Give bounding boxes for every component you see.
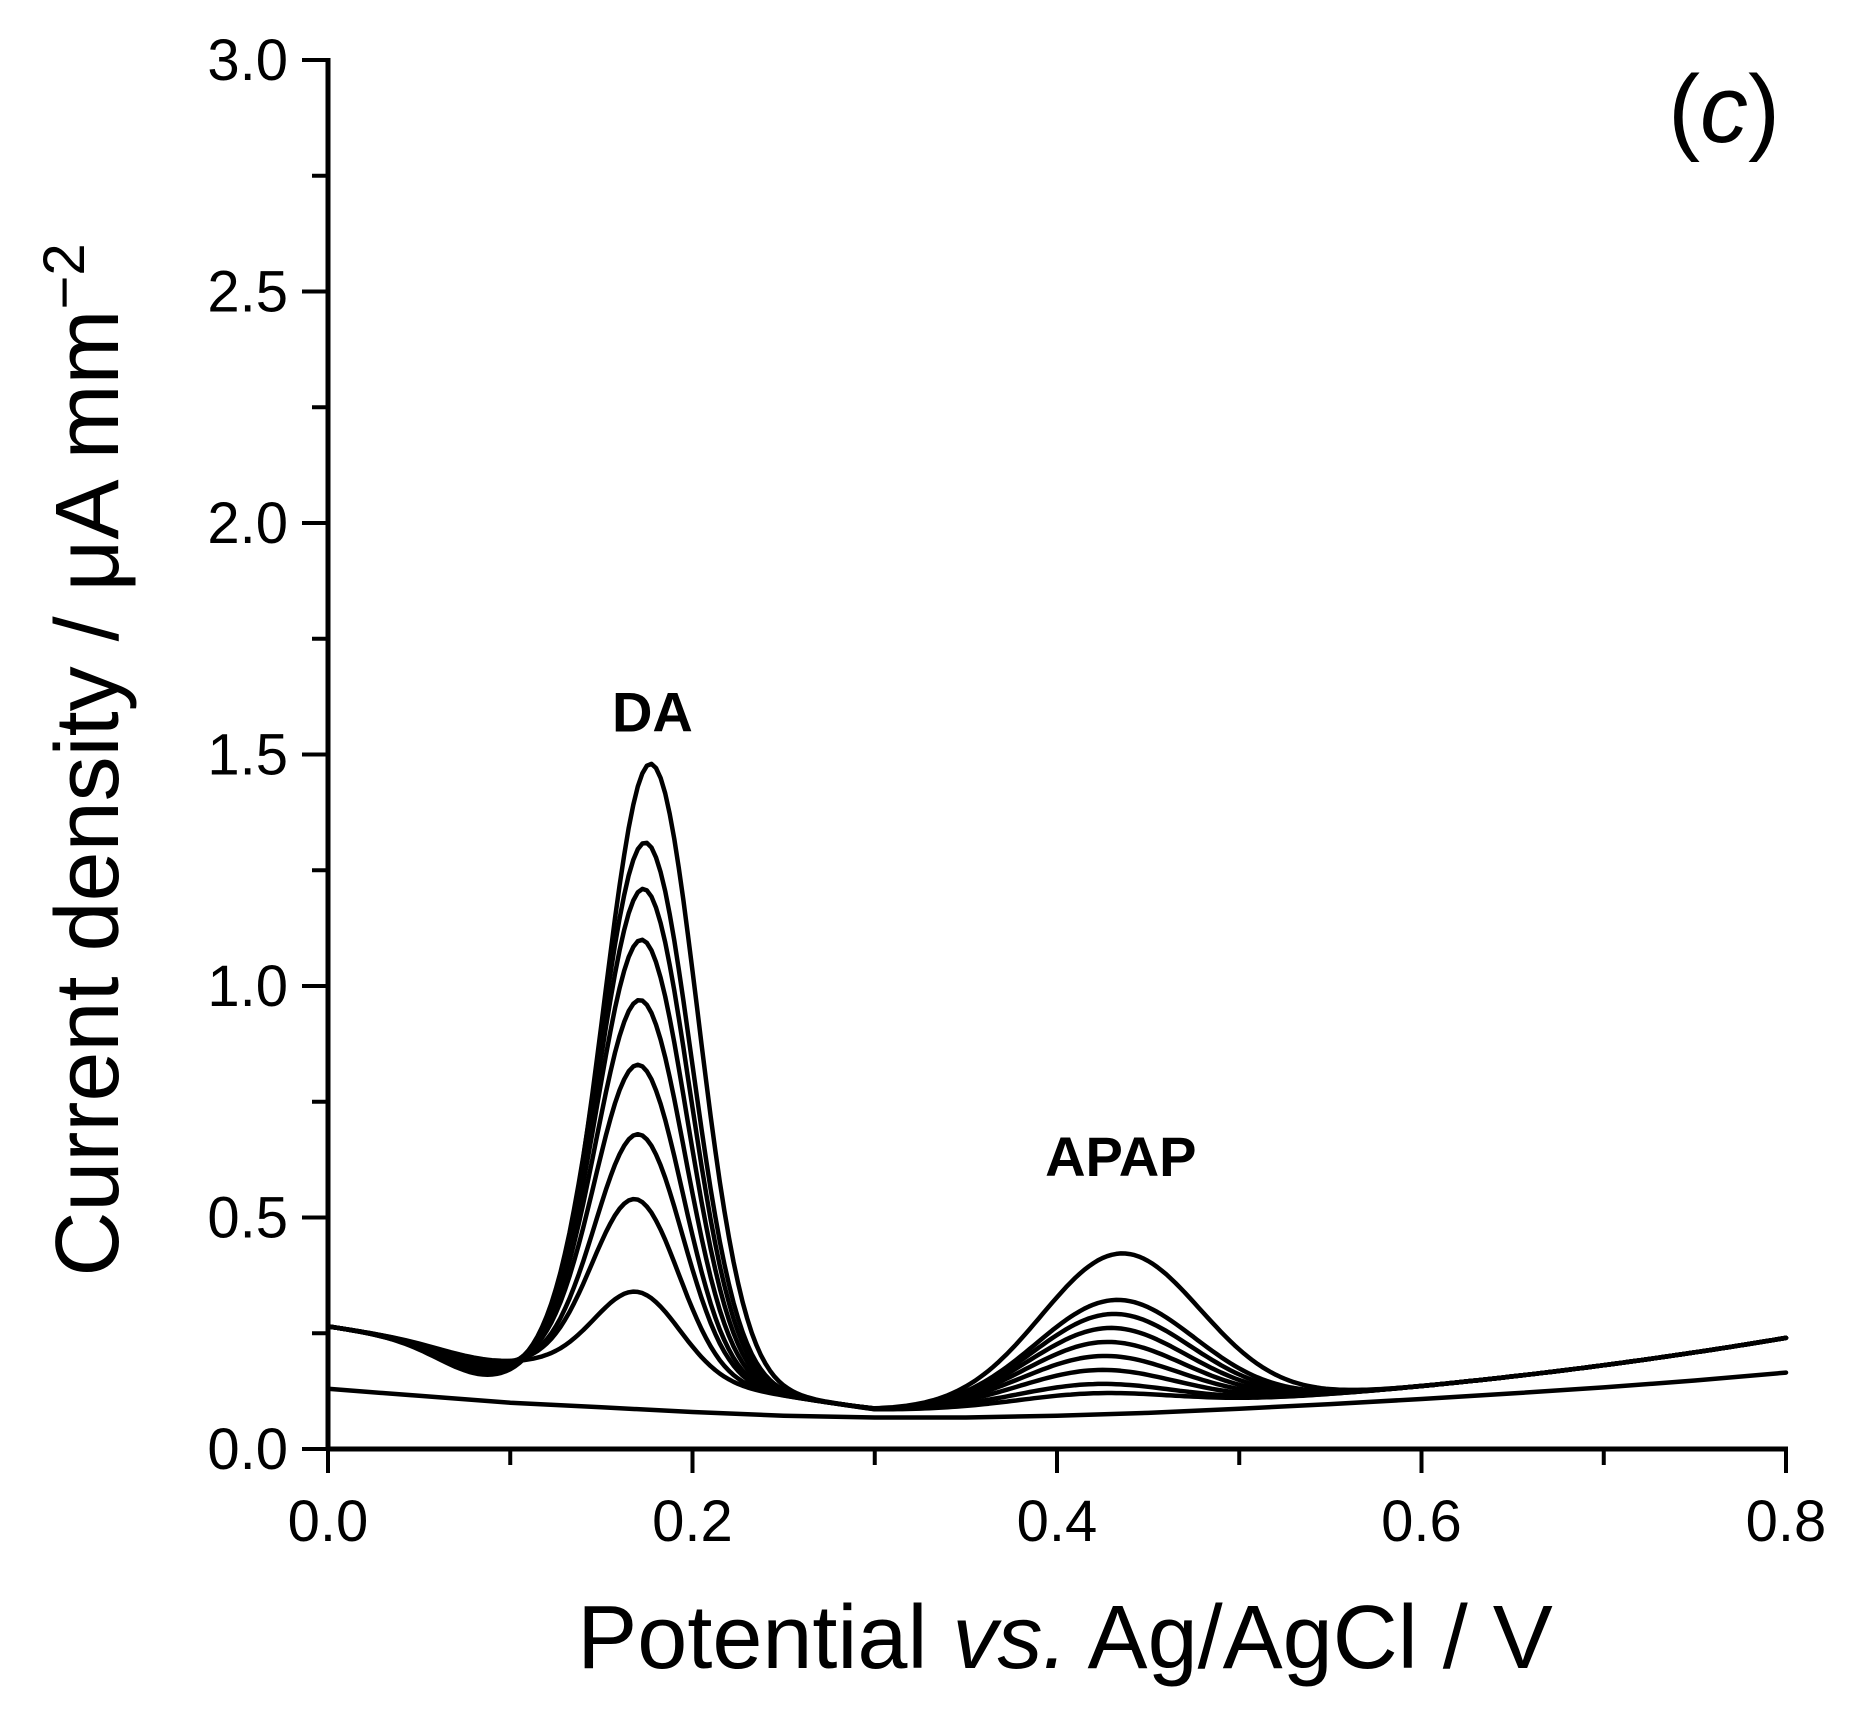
series-line-9 xyxy=(325,761,1789,1411)
panel-label: (c) xyxy=(1668,56,1780,163)
y-tick-label: 2.5 xyxy=(207,260,288,325)
ticks-layer xyxy=(302,58,1788,1473)
y-axis-title: Current density / μA mm−2 xyxy=(32,243,138,1276)
y-tick-label: 0.5 xyxy=(207,1186,288,1251)
x-tick-label: 0.8 xyxy=(1746,1489,1827,1554)
x-tick-label: 0.4 xyxy=(1017,1489,1098,1554)
series-line-blank xyxy=(325,1370,1789,1420)
y-tick-label: 1.0 xyxy=(207,954,288,1019)
x-tick-label: 0.0 xyxy=(288,1489,369,1554)
y-tick-label: 2.0 xyxy=(207,491,288,556)
y-tick-label: 1.5 xyxy=(207,723,288,788)
y-tick-label: 3.0 xyxy=(207,28,288,93)
x-axis-title: Potential vs. Ag/AgCl / V xyxy=(577,1588,1553,1688)
curves-layer xyxy=(325,761,1789,1420)
x-tick-label: 0.6 xyxy=(1381,1489,1462,1554)
peak-annotation-da: DA xyxy=(612,680,693,743)
y-tick-label: 0.0 xyxy=(207,1417,288,1482)
series-line-5 xyxy=(325,998,1789,1411)
peak-annotation-apap: APAP xyxy=(1045,1125,1196,1188)
x-tick-label: 0.2 xyxy=(652,1489,733,1554)
labels-layer: 0.0 0.5 1.0 1.5 2.0 2.5 3.0 0.0 0.2 0.4 0.6 0.8 DA AP… xyxy=(207,28,1826,1554)
